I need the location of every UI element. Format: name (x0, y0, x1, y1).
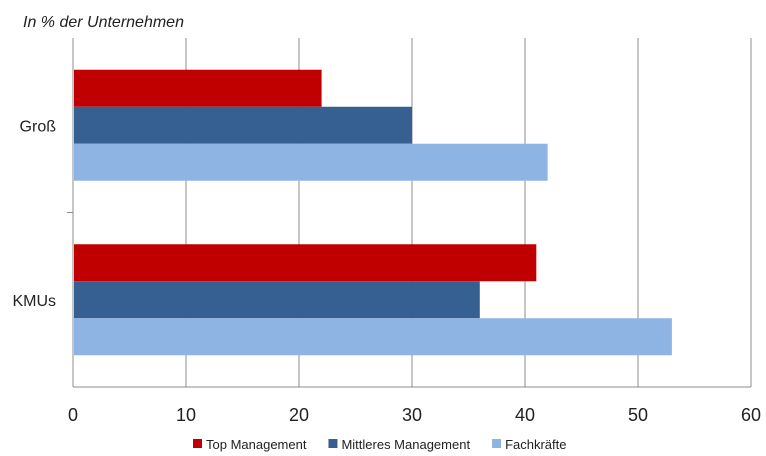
bar-fachkr-fte-2 (74, 318, 672, 356)
legend-swatch (193, 439, 202, 448)
category-label: Groß (20, 118, 57, 135)
bar-fachkr-fte-1 (74, 143, 548, 181)
x-tick-labels: 0 10 20 30 40 50 60 (68, 405, 761, 425)
bar-top-management-2 (74, 244, 537, 282)
x-tick-label: 50 (628, 405, 648, 425)
legend-label: Fachkräfte (505, 437, 566, 452)
legend-swatch (328, 439, 338, 448)
x-tick-label: 10 (176, 405, 196, 425)
category-labels: Groß KMUs (12, 118, 56, 310)
bar-mittleres-management-1 (74, 106, 412, 144)
legend: Top Management Mittleres Management Fachkr… (193, 437, 567, 452)
bar-top-management-1 (74, 69, 322, 107)
unit-label: In % der Unternehmen (23, 14, 184, 31)
legend-label: Top Management (206, 437, 307, 452)
x-tick-label: 60 (741, 405, 761, 425)
bar-series (74, 69, 672, 356)
x-tick-label: 30 (402, 405, 422, 425)
category-label: KMUs (12, 293, 56, 310)
axes (67, 38, 751, 388)
legend-label: Mittleres Management (341, 437, 470, 452)
bar-mittleres-management-2 (74, 281, 480, 319)
legend-swatch (492, 439, 502, 448)
x-tick-label: 40 (515, 405, 535, 425)
x-tick-label: 0 (68, 405, 78, 425)
x-tick-label: 20 (289, 405, 309, 425)
